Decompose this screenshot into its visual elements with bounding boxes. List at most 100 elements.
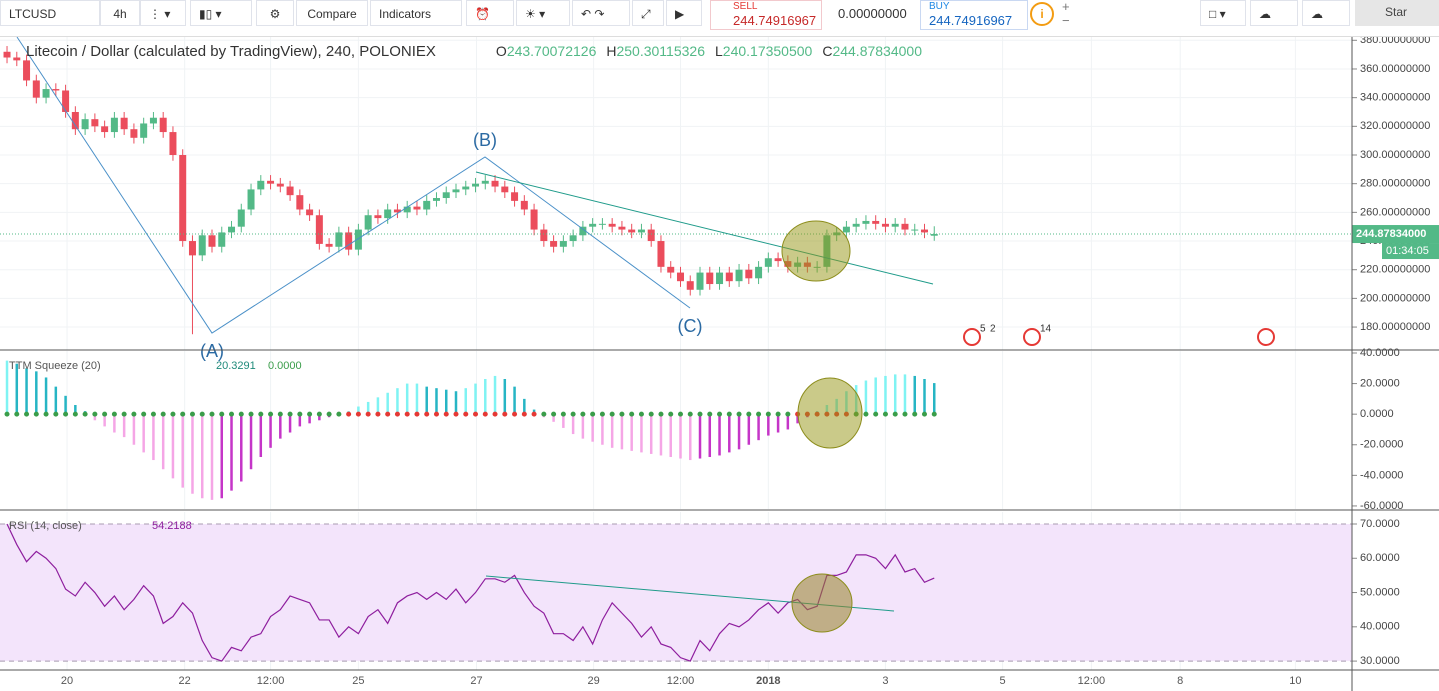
candle-body [276, 183, 284, 187]
event-flag [1023, 328, 1041, 346]
zoom[interactable]: + − [1062, 0, 1070, 28]
candle-body [188, 241, 196, 256]
highlight [791, 573, 853, 633]
legend-value: 54.2188 [152, 520, 192, 532]
squeeze-dot [209, 411, 215, 417]
sell-price: 244.74916967 [733, 13, 817, 28]
candle-body [735, 269, 743, 282]
squeeze-dot [580, 411, 586, 417]
squeeze-dot [131, 411, 137, 417]
theme[interactable]: ☀ ▾ [516, 0, 570, 26]
undo-redo[interactable]: ↶ ↷ [572, 0, 630, 26]
squeeze-dot [443, 411, 449, 417]
y-tick-label: 30.0000 [1360, 655, 1400, 667]
squeeze-dot [336, 411, 342, 417]
candle-body [257, 180, 265, 190]
candle-body [725, 272, 733, 282]
candle-body [286, 186, 294, 196]
squeeze-dot [609, 411, 615, 417]
candle-body [764, 258, 772, 267]
x-tick-label: 27 [470, 675, 482, 687]
squeeze-dot [121, 411, 127, 417]
candle-body [218, 232, 226, 247]
buy-button[interactable]: BUY 244.74916967 [920, 0, 1028, 30]
candle-body [598, 223, 606, 225]
event-flag [963, 328, 981, 346]
interval[interactable]: 4h [100, 0, 140, 26]
replay[interactable]: ▶ [666, 0, 702, 26]
squeeze-dot [287, 411, 293, 417]
candle-body [755, 266, 763, 279]
compare[interactable]: Compare [296, 0, 368, 26]
candle-body [745, 269, 753, 279]
y-tick-label: 50.0000 [1360, 586, 1400, 598]
squeeze-dot [297, 411, 303, 417]
squeeze-dot [863, 411, 869, 417]
x-tick-label: 5 [1000, 675, 1006, 687]
squeeze-dot [473, 411, 479, 417]
sell-button[interactable]: SELL 244.74916967 [710, 0, 822, 30]
candle-body [374, 215, 382, 219]
chart-style[interactable]: ▮▯ ▾ [190, 0, 252, 26]
symbol[interactable]: LTCUSD [0, 0, 100, 26]
y-tick-label: 20.0000 [1360, 377, 1400, 389]
candle-body [930, 234, 938, 236]
sell-label: SELL [733, 1, 758, 12]
squeeze-dot [717, 411, 723, 417]
squeeze-dot [775, 411, 781, 417]
candle-body [101, 126, 109, 133]
candle-body [481, 180, 489, 184]
squeeze-dot [921, 411, 927, 417]
candle-body [384, 209, 392, 219]
candle-body [91, 119, 99, 127]
info-icon[interactable]: i [1030, 2, 1054, 26]
squeeze-dot [414, 411, 420, 417]
candle-body [393, 209, 401, 213]
candle-body [3, 51, 11, 58]
indicators[interactable]: Indicators [370, 0, 462, 26]
candle-body [325, 243, 333, 247]
squeeze-dot [697, 411, 703, 417]
last-price-tag [1352, 225, 1439, 244]
candle-body [472, 183, 480, 187]
cloud-save[interactable]: ☁ [1250, 0, 1298, 26]
squeeze-dot [521, 411, 527, 417]
squeeze-dot [111, 411, 117, 417]
x-tick-label: 20 [61, 675, 73, 687]
alert[interactable]: ⏰ [466, 0, 514, 26]
drawing-box[interactable]: □ ▾ [1200, 0, 1246, 26]
squeeze-dot [4, 411, 10, 417]
squeeze-dot [629, 411, 635, 417]
cloud-load[interactable]: ☁ [1302, 0, 1350, 26]
settings[interactable]: ⚙ [256, 0, 294, 26]
candle-body [296, 195, 304, 210]
x-tick-label: 2018 [756, 675, 780, 687]
event-flag [1257, 328, 1275, 346]
candle-body [579, 226, 587, 236]
y-tick-label: 260.00000000 [1360, 206, 1430, 218]
squeeze-dot [570, 411, 576, 417]
y-tick-label: 200.00000000 [1360, 292, 1430, 304]
squeeze-dot [199, 411, 205, 417]
candle-body [62, 90, 70, 112]
candle-body [179, 155, 187, 242]
menu-icon[interactable]: ⋮ ▾ [140, 0, 186, 26]
fullscreen[interactable]: ⤢ [632, 0, 664, 26]
candle-body [13, 57, 21, 61]
star[interactable]: Star [1355, 0, 1439, 26]
ohlc-value: 240.17350500 [723, 43, 813, 59]
squeeze-dot [102, 411, 108, 417]
candle-body [842, 226, 850, 233]
candle-body [432, 198, 440, 201]
squeeze-dot [394, 411, 400, 417]
y-tick-label: 220.00000000 [1360, 264, 1430, 276]
squeeze-dot [541, 411, 547, 417]
candle-body [862, 220, 870, 224]
highlight [781, 220, 851, 282]
y-tick-label: 340.00000000 [1360, 92, 1430, 104]
squeeze-dot [677, 411, 683, 417]
squeeze-dot [150, 411, 156, 417]
legend-title: TTM Squeeze (20) [9, 360, 101, 372]
